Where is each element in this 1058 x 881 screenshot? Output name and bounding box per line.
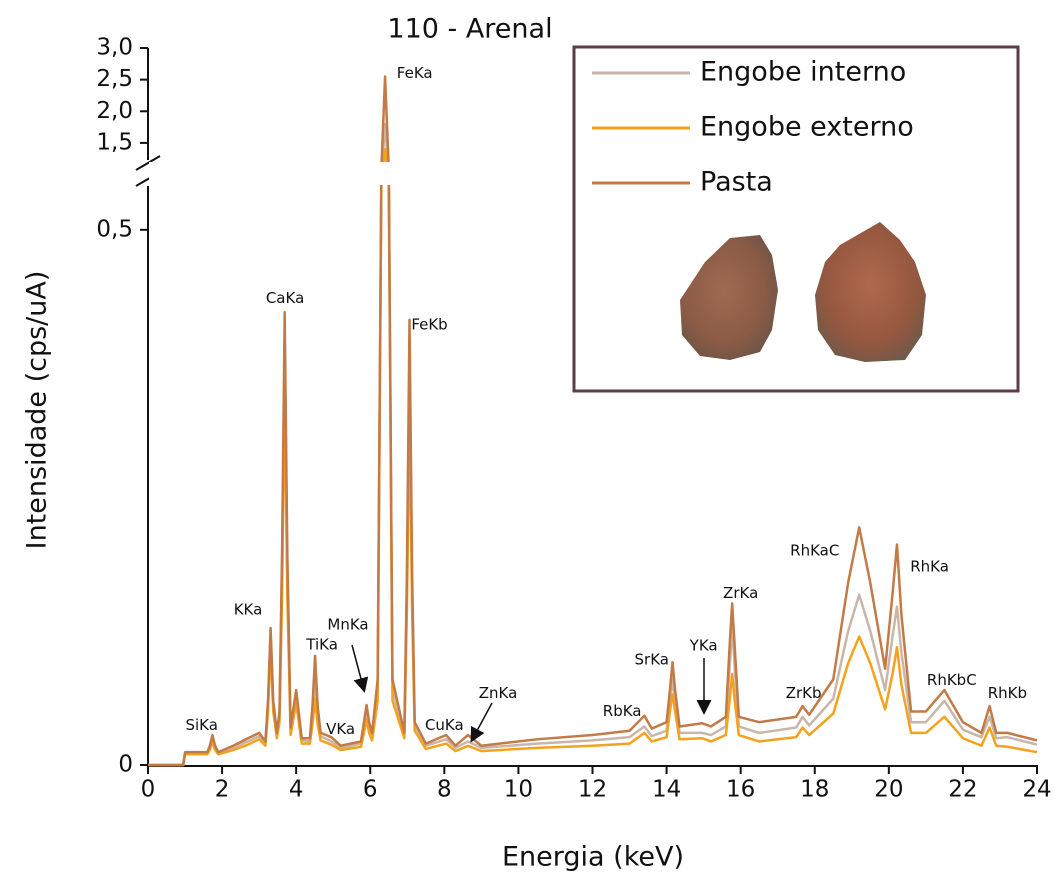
y-axis-title: Intensidade (cps/uA) (22, 271, 53, 550)
x-axis-title: Energia (keV) (502, 842, 684, 873)
peak-label: ZrKb (786, 684, 822, 702)
peak-label: KKa (234, 600, 263, 618)
x-tick-label: 10 (504, 777, 533, 803)
legend-label: Pasta (700, 167, 773, 198)
y-tick-label: 2,0 (96, 98, 133, 124)
y-tick-label: 3,0 (96, 35, 133, 61)
legend-label: Engobe interno (700, 57, 906, 88)
legend-label: Engobe externo (700, 112, 914, 143)
x-tick-label: 6 (363, 777, 378, 803)
peak-label: RhKaC (790, 541, 839, 559)
peak-label: RhKbC (927, 671, 977, 689)
peak-label: CaKa (266, 289, 304, 307)
x-tick-label: 2 (215, 777, 230, 803)
chart-title: 110 - Arenal (387, 14, 552, 45)
sherd-photo (680, 235, 778, 360)
x-tick-label: 4 (289, 777, 304, 803)
y-tick-label: 0,5 (96, 216, 133, 242)
peak-label: CuKa (425, 716, 464, 734)
peak-label: TiKa (305, 636, 338, 654)
legend: Engobe interno Engobe externo Pasta (572, 45, 1020, 393)
peak-label: FeKa (397, 64, 433, 82)
peak-label: RbKa (603, 702, 642, 720)
peak-label: FeKb (411, 316, 447, 334)
x-tick-label: 0 (141, 777, 156, 803)
legend-box (572, 45, 1020, 393)
spectrum-line (148, 75, 1038, 767)
peak-label: RhKa (910, 557, 949, 575)
y-tick-label: 1,5 (96, 129, 133, 155)
x-tick-label: 22 (948, 777, 977, 803)
peak-label: YKa (689, 637, 718, 655)
x-tick-label: 14 (652, 777, 681, 803)
annotation-arrow (351, 644, 369, 693)
peak-label: SrKa (635, 651, 669, 669)
y-tick-label: 0 (118, 752, 133, 778)
axis-break (135, 155, 161, 171)
peak-label: VKa (326, 720, 355, 738)
peak-label: ZrKa (723, 584, 758, 602)
annotation-arrow (470, 702, 493, 743)
x-tick-label: 18 (800, 777, 829, 803)
x-tick-label: 12 (578, 777, 607, 803)
x-tick-label: 8 (437, 777, 452, 803)
peak-label: RhKb (988, 684, 1027, 702)
peak-label: MnKa (327, 615, 368, 633)
x-tick-label: 20 (874, 777, 903, 803)
y-tick-label: 2,5 (96, 66, 133, 92)
peak-label: SiKa (185, 716, 217, 734)
x-tick-label: 16 (726, 777, 755, 803)
peak-label: ZnKa (479, 684, 518, 702)
sherd-photo (815, 222, 926, 362)
x-tick-label: 24 (1022, 777, 1051, 803)
